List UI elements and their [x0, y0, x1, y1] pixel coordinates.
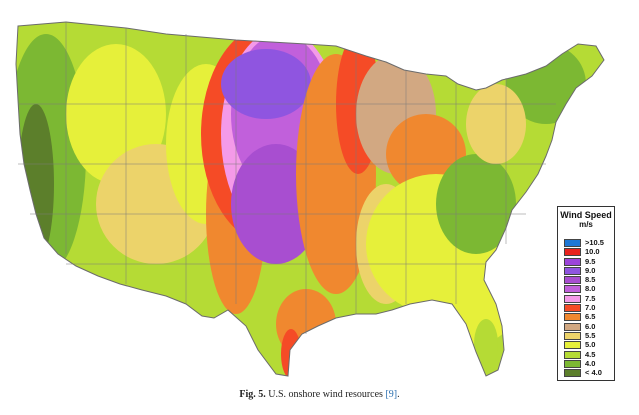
- legend-swatch: [564, 294, 581, 303]
- legend-swatch: [564, 248, 581, 257]
- legend-label: 5.5: [585, 330, 596, 340]
- legend-label: >10.5: [585, 238, 604, 247]
- legend-label: 7.5: [585, 293, 596, 303]
- legend-title: Wind Speed: [560, 210, 612, 220]
- legend-swatch: [564, 313, 581, 322]
- legend-swatch: [564, 304, 581, 313]
- legend-item: 8.0: [564, 284, 612, 294]
- legend-unit: m/s: [579, 220, 593, 229]
- caption-text: U.S. onshore wind resources: [268, 389, 383, 400]
- legend-label: 4.5: [585, 349, 596, 359]
- legend-swatch: [564, 331, 581, 340]
- legend-swatch: [564, 239, 581, 247]
- legend-item: 5.0: [564, 340, 612, 350]
- legend-swatch: [564, 341, 581, 350]
- legend-item: 4.5: [564, 350, 612, 359]
- legend-item: 6.0: [564, 322, 612, 331]
- state-borders: [18, 22, 556, 334]
- legend-swatch: [564, 285, 581, 294]
- reference-link[interactable]: [9]: [385, 389, 398, 400]
- legend-swatch: [564, 257, 581, 266]
- legend-label: < 4.0: [585, 368, 602, 378]
- legend-label: 8.5: [585, 275, 596, 285]
- figure-label: Fig. 5.: [239, 389, 266, 400]
- legend-swatch: [564, 266, 581, 275]
- legend-item: 10.0: [564, 247, 612, 257]
- legend-item: 6.5: [564, 312, 612, 322]
- legend-item: 7.0: [564, 303, 612, 313]
- legend-label: 9.5: [585, 256, 596, 266]
- figure-caption: Fig. 5. U.S. onshore wind resources [9].: [0, 389, 639, 400]
- legend-item: 5.5: [564, 331, 612, 340]
- legend-item: < 4.0: [564, 368, 612, 378]
- wind-speed-legend: Wind Speed m/s >10.5 10.0 9.5 9.0 8.5 8.0 7.5 7…: [557, 206, 615, 381]
- legend-label: 8.0: [585, 284, 596, 294]
- legend-item: >10.5: [564, 238, 612, 247]
- legend-item: 9.0: [564, 266, 612, 275]
- legend-swatch: [564, 276, 581, 285]
- legend-label: 6.0: [585, 321, 596, 331]
- legend-label: 9.0: [585, 265, 596, 275]
- legend-label: 10.0: [585, 247, 600, 257]
- legend-item: 7.5: [564, 294, 612, 303]
- legend-swatch: [564, 322, 581, 331]
- legend-label: 7.0: [585, 303, 596, 313]
- legend-label: 4.0: [585, 358, 596, 368]
- legend-item: 8.5: [564, 275, 612, 285]
- legend-item: 9.5: [564, 257, 612, 266]
- us-map-svg: [15, 21, 605, 377]
- caption-end: .: [397, 389, 400, 400]
- legend-swatch: [564, 359, 581, 368]
- legend-label: 5.0: [585, 340, 596, 350]
- legend-swatch: [564, 350, 581, 359]
- wind-resource-map: [6, 4, 632, 382]
- legend-item: 4.0: [564, 359, 612, 368]
- legend-label: 6.5: [585, 312, 596, 322]
- legend-swatch: [564, 369, 581, 378]
- legend-items: >10.5 10.0 9.5 9.0 8.5 8.0 7.5 7.0 6.5 6.0 5.5 5.0 4…: [564, 238, 612, 378]
